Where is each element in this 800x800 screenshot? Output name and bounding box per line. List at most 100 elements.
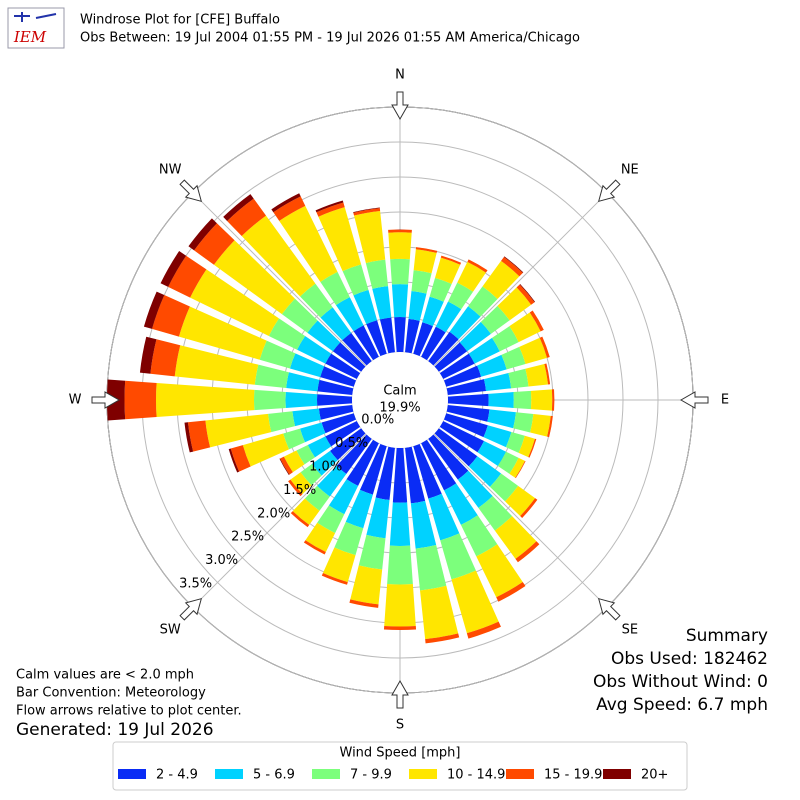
x-tick-label: E	[721, 393, 729, 408]
bar-segment	[478, 495, 513, 531]
bar-segment	[292, 408, 321, 427]
y-tick-label: 1.0%	[309, 459, 342, 474]
bar-segment	[421, 326, 446, 361]
bar-segment	[440, 533, 476, 580]
bar-segment	[318, 405, 354, 420]
bar-segment	[124, 380, 157, 420]
bar-segment	[440, 255, 462, 265]
bar-segment	[332, 342, 366, 372]
bar-segment	[346, 439, 379, 486]
legend-label: 15 - 19.9	[544, 768, 602, 783]
bar-segment	[451, 570, 499, 634]
flow-arrow	[391, 679, 409, 709]
bar-segment	[518, 435, 535, 458]
bar-segment	[271, 193, 301, 213]
grid-spoke	[192, 192, 401, 401]
legend-label: 10 - 14.9	[447, 768, 505, 783]
bar-segment	[425, 633, 460, 644]
flow-arrow	[179, 597, 203, 621]
bar-segment	[353, 207, 380, 213]
y-tick-label: 0.0%	[361, 413, 394, 428]
bar-segment	[439, 421, 485, 453]
bar-segment	[394, 317, 406, 353]
bar-segment	[321, 413, 357, 434]
x-tick-label: W	[69, 393, 82, 408]
bar-segment	[317, 505, 345, 534]
bar-segment	[296, 444, 315, 465]
bar-segment	[315, 200, 344, 213]
bar-segment	[379, 317, 395, 354]
legend-label: 20+	[641, 768, 668, 783]
bar-segment	[505, 485, 536, 517]
bar-segment	[446, 379, 487, 395]
y-tick-label: 1.5%	[283, 483, 316, 498]
grid-spoke	[399, 399, 608, 608]
bar-segment	[342, 264, 369, 296]
bar-segment	[174, 345, 259, 385]
bar-segment	[446, 405, 490, 422]
bar-segment	[317, 379, 354, 395]
bar-segment	[184, 422, 194, 453]
flow-arrow	[179, 179, 203, 203]
bar-segment	[365, 259, 389, 289]
bar-segment	[322, 547, 356, 583]
summary-line: Obs Used: 182462	[611, 649, 768, 669]
bar-segment	[283, 428, 305, 450]
legend-swatch	[118, 769, 146, 779]
bar-segment	[468, 337, 500, 364]
bar-segment	[187, 420, 211, 452]
bar-segment	[328, 479, 359, 515]
bar-segment	[318, 207, 362, 272]
bar-segment	[335, 297, 364, 332]
bar-segment	[290, 511, 310, 528]
bar-segment	[413, 443, 442, 499]
bar-segment	[420, 585, 459, 640]
bar-segment	[279, 458, 290, 475]
bar-segment	[513, 390, 532, 410]
bar-segment	[509, 457, 525, 478]
bar-segment	[190, 269, 279, 336]
summary-title: Summary	[686, 626, 768, 646]
bar-segment	[389, 502, 411, 546]
bar-segment	[227, 198, 267, 237]
flow-arrow	[679, 391, 709, 409]
bar-segment	[520, 498, 538, 518]
bar-segment	[413, 249, 437, 274]
bar-segment	[388, 229, 412, 233]
bar-segment	[353, 208, 381, 216]
bar-segment	[139, 336, 157, 374]
bar-segment	[516, 284, 535, 305]
bar-segment	[489, 473, 519, 502]
bar-segment	[223, 194, 254, 221]
note: Bar Convention: Meteorology	[16, 686, 206, 701]
bar-segment	[477, 354, 507, 377]
bar-segment	[477, 440, 507, 466]
chart-title: Windrose Plot for [CFE] Buffalo	[80, 13, 280, 28]
bar-segment	[508, 368, 529, 389]
bar-segment	[281, 298, 318, 333]
bar-segment	[392, 447, 408, 503]
bar-segment	[447, 393, 489, 407]
grid-spoke	[399, 192, 608, 401]
bar-segment	[304, 485, 330, 511]
bar-segment	[529, 310, 544, 332]
legend-title: Wind Speed [mph]	[340, 746, 461, 761]
bar-segment	[448, 282, 474, 310]
note: Calm values are < 2.0 mph	[16, 668, 194, 683]
bar-segment	[434, 428, 478, 467]
note: Flow arrows relative to plot center.	[16, 704, 242, 719]
bar-segment	[317, 465, 347, 497]
bar-segment	[213, 240, 295, 315]
bar-segment	[330, 428, 366, 461]
bar-segment	[519, 337, 548, 365]
bar-segment	[350, 565, 383, 605]
bar-segment	[366, 320, 387, 357]
bar-segment	[300, 422, 326, 443]
calm-value: 19.9%	[379, 401, 420, 416]
bar-segment	[434, 342, 468, 372]
chart-subtitle: Obs Between: 19 Jul 2004 01:55 PM - 19 J…	[80, 31, 580, 46]
x-tick-label: NE	[621, 163, 639, 178]
bar-segment	[143, 291, 165, 329]
x-tick-label: SW	[160, 622, 181, 637]
bar-segment	[494, 516, 537, 559]
